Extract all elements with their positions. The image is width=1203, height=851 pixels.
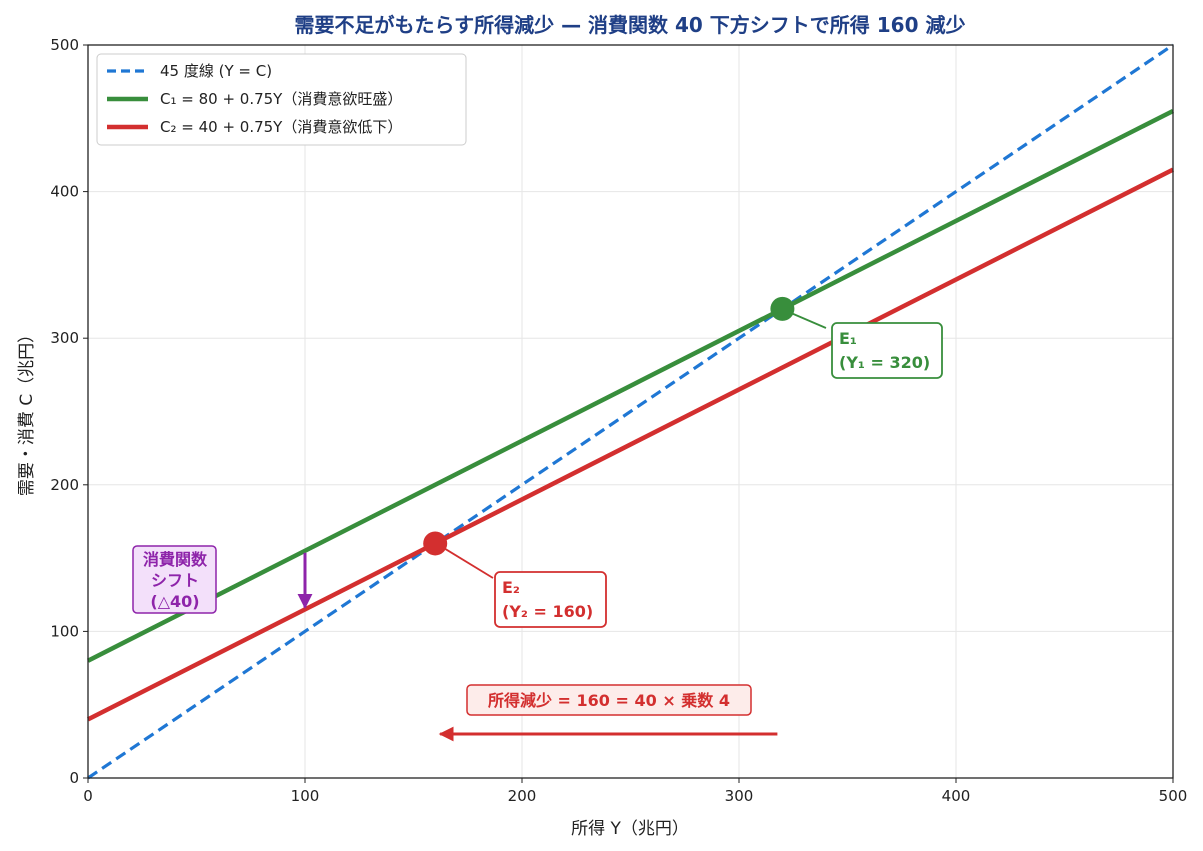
shift-label-line: (△40) [150,592,199,611]
legend-box [96,53,467,146]
equilibrium-points: E₁ (Y₁ = 320) E₂ (Y₂ = 160) [423,296,943,628]
point-label-name: E₂ [502,578,520,597]
legend: 45 度線 (Y = C) C₁ = 80 + 0.75Y（消費意欲旺盛） C₂ =… [96,53,467,146]
y-tick-label: 500 [50,36,79,54]
x-axis-label: 所得 Y（兆円） [571,819,689,839]
y-axis-label: 需要・消費 C（兆円） [17,326,37,496]
shift-label-box [132,545,217,614]
point-label-value: (Y₂ = 160) [502,602,593,621]
x-tick-label: 500 [1159,787,1188,805]
y-tick-label: 100 [50,622,79,640]
series-line-2 [86,108,1175,663]
legend-entry: 45 度線 (Y = C) [160,62,272,80]
x-tick-label: 0 [83,787,93,805]
legend-entry: C₂ = 40 + 0.75Y（消費意欲低下） [160,118,402,136]
chart-title: 需要不足がもたらす所得減少 — 消費関数 40 下方シフトで所得 160 減少 [295,13,966,37]
point-label-name: E₁ [839,329,857,348]
axis-ticks: 0 100 200 300 400 500 0 100 200 300 400 500 [50,36,1187,805]
income-label-box [466,684,752,716]
income-label-text: 所得減少 = 160 = 40 × 乗数 4 [488,691,730,710]
series-line-1 [87,43,1174,780]
plot-frame [87,44,1174,779]
equilibrium-point-marker [770,296,795,321]
equilibrium-point-marker [423,531,448,556]
y-tick-label: 300 [50,329,79,347]
y-tick-label: 0 [69,769,79,787]
x-tick-label: 300 [725,787,754,805]
x-tick-label: 200 [508,787,537,805]
series-lines [86,43,1175,780]
point-label-value: (Y₁ = 320) [839,353,930,372]
point-label-box [494,571,607,628]
point-callout-line [440,545,494,579]
y-tick-label: 200 [50,476,79,494]
shift-label-line: シフト [151,571,199,590]
y-tick-label: 400 [50,183,79,201]
x-tick-label: 400 [942,787,971,805]
x-tick-label: 100 [291,787,320,805]
series-line-3 [86,167,1175,722]
legend-entry: C₁ = 80 + 0.75Y（消費意欲旺盛） [160,90,402,108]
shift-label-line: 消費関数 [143,550,208,569]
point-callout-line [788,311,827,329]
point-label-box [831,322,943,379]
